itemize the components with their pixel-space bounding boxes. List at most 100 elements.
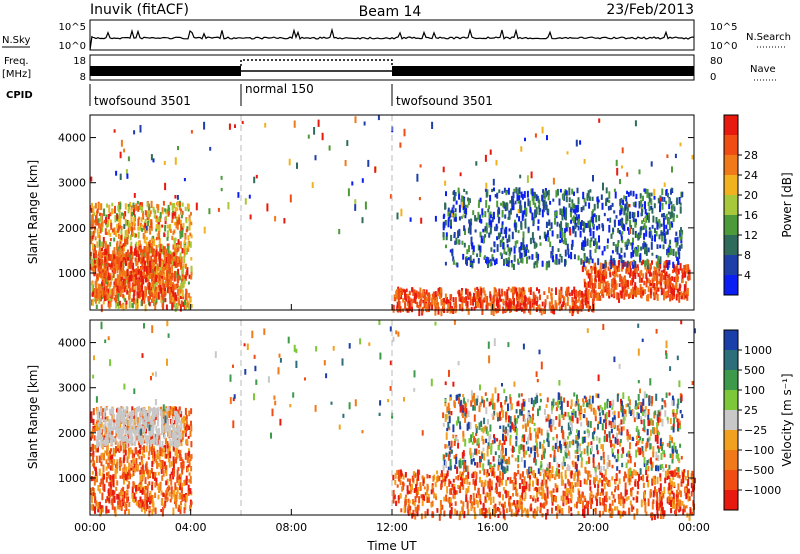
heatmap-cell — [489, 149, 492, 155]
heatmap-cell — [662, 269, 665, 273]
heatmap-cell — [128, 481, 131, 486]
heatmap-cell — [562, 193, 565, 200]
heatmap-cell — [94, 246, 96, 252]
heatmap-cell — [482, 228, 485, 233]
heatmap-cell — [158, 224, 161, 233]
heatmap-cell — [135, 251, 138, 256]
heatmap-cell — [162, 288, 164, 295]
heatmap-cell — [187, 435, 190, 439]
heatmap-cell — [473, 306, 476, 311]
heatmap-cell — [520, 257, 523, 263]
heatmap-cell — [248, 194, 251, 199]
heatmap-cell — [98, 246, 101, 252]
heatmap-cell — [99, 227, 102, 234]
heatmap-cell — [606, 238, 609, 244]
heatmap-cell — [566, 222, 569, 228]
heatmap-cell — [137, 253, 140, 262]
heatmap-cell — [630, 252, 633, 259]
heatmap-cell — [566, 301, 569, 306]
heatmap-cell — [411, 287, 414, 292]
heatmap-cell — [105, 224, 108, 228]
heatmap-cell — [501, 223, 504, 230]
heatmap-cell — [568, 292, 571, 297]
heatmap-cell — [442, 306, 444, 312]
heatmap-cell — [106, 292, 109, 300]
heatmap-cell — [598, 283, 600, 288]
heatmap-cell — [146, 228, 149, 233]
heatmap-cell — [677, 483, 680, 490]
heatmap-cell — [123, 443, 126, 450]
heatmap-cell — [102, 408, 105, 416]
heatmap-cell — [575, 305, 578, 310]
heatmap-cell — [679, 230, 682, 238]
heatmap-cell — [617, 242, 620, 248]
heatmap-cell — [106, 203, 109, 208]
heatmap-cell — [170, 255, 173, 259]
heatmap-cell — [155, 215, 158, 221]
heatmap-cell — [164, 249, 167, 257]
heatmap-cell — [602, 488, 604, 493]
heatmap-cell — [181, 202, 184, 207]
heatmap-cell — [534, 202, 537, 208]
heatmap-cell — [121, 286, 124, 294]
heatmap-cell — [590, 237, 593, 242]
heatmap-cell — [141, 228, 144, 232]
heatmap-cell — [602, 282, 605, 289]
heatmap-cell — [450, 506, 453, 515]
heatmap-cell — [643, 232, 646, 240]
heatmap-cell — [594, 248, 597, 253]
heatmap-cell — [587, 220, 590, 228]
heatmap-cell — [171, 219, 174, 223]
heatmap-cell — [188, 472, 191, 476]
heatmap-cell — [648, 279, 651, 287]
heatmap-cell — [145, 468, 148, 474]
heatmap-cell — [182, 301, 185, 307]
heatmap-cell — [140, 484, 143, 490]
heatmap-cell — [652, 270, 655, 278]
heatmap-cell — [598, 497, 601, 503]
heatmap-cell — [116, 414, 119, 420]
heatmap-cell — [103, 284, 106, 290]
heatmap-cell — [414, 472, 417, 478]
heatmap-cell — [143, 485, 146, 490]
heatmap-cell — [111, 202, 114, 207]
heatmap-cell — [443, 213, 446, 218]
heatmap-cell — [111, 275, 114, 281]
heatmap-cell — [90, 417, 93, 423]
heatmap-cell — [426, 292, 429, 297]
heatmap-cell — [434, 308, 437, 316]
heatmap-cell — [533, 192, 535, 199]
heatmap-cell — [95, 286, 98, 292]
heatmap-cell — [142, 469, 145, 474]
heatmap-cell — [106, 270, 108, 277]
heatmap-cell — [133, 425, 136, 432]
heatmap-cell — [234, 124, 236, 128]
heatmap-cell — [129, 274, 131, 281]
heatmap-cell — [135, 501, 138, 506]
heatmap-cell — [112, 286, 115, 290]
heatmap-cell — [121, 435, 124, 439]
heatmap-cell — [98, 488, 101, 494]
heatmap-cell — [107, 246, 110, 253]
heatmap-cell — [163, 503, 166, 508]
heatmap-cell — [642, 290, 645, 296]
heatmap-cell — [679, 236, 682, 241]
heatmap-cell — [106, 416, 109, 422]
heatmap-cell — [149, 500, 151, 505]
heatmap-cell — [165, 215, 168, 222]
heatmap-cell — [133, 492, 136, 501]
heatmap-cell — [110, 439, 113, 445]
heatmap-cell — [550, 297, 553, 305]
heatmap-cell — [149, 493, 151, 501]
heatmap-cell — [548, 301, 551, 310]
heatmap-cell — [593, 203, 596, 211]
heatmap-cell — [517, 469, 520, 475]
heatmap-cell — [127, 228, 130, 234]
heatmap-cell — [644, 244, 646, 252]
heatmap-cell — [605, 476, 608, 482]
heatmap-cell — [124, 281, 127, 287]
heatmap-cell — [100, 241, 103, 247]
heatmap-cell — [111, 434, 113, 440]
heatmap-cell — [115, 170, 118, 176]
heatmap-cell — [113, 237, 116, 242]
